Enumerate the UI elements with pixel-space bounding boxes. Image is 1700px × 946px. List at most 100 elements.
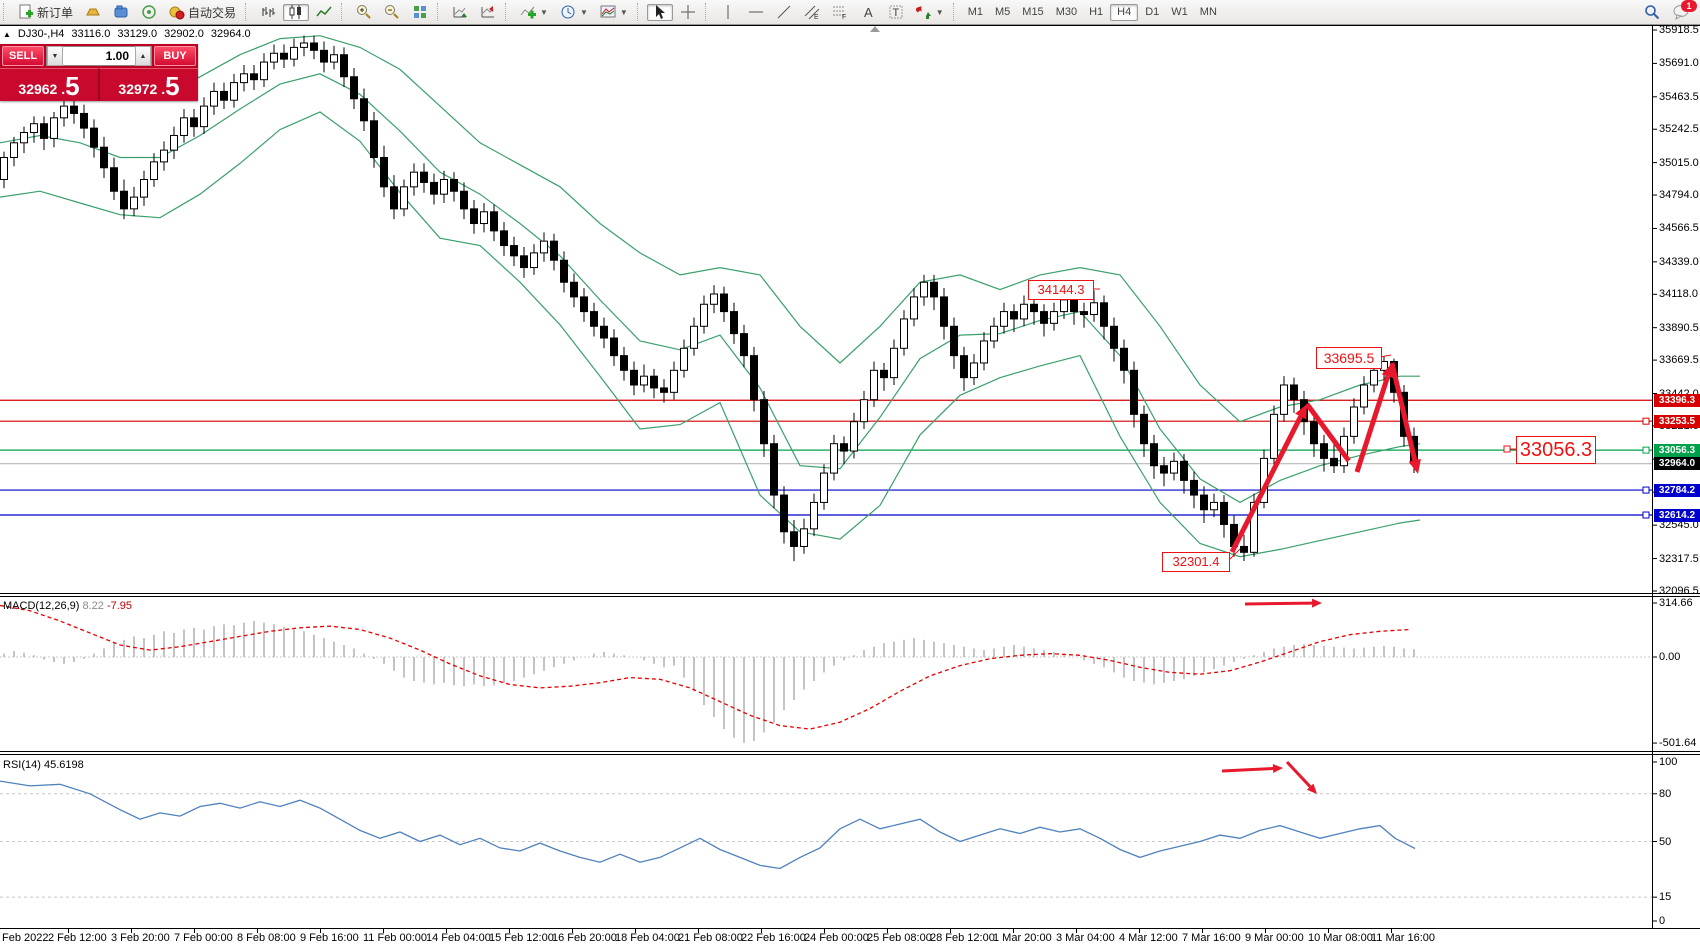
channel-tool-button[interactable]: E bbox=[799, 4, 825, 21]
price-tag-32964.0: 32964.0 bbox=[1654, 457, 1700, 471]
drawn-arrow[interactable] bbox=[1229, 415, 1303, 554]
drawn-arrow[interactable] bbox=[1285, 760, 1312, 788]
candlestick bbox=[460, 190, 468, 210]
drawn-arrow[interactable] bbox=[1221, 766, 1274, 773]
indicators-button[interactable]: ▼ bbox=[515, 4, 553, 21]
ask-price[interactable]: 32972 .5 bbox=[98, 68, 198, 101]
drawn-arrow[interactable] bbox=[1304, 402, 1351, 463]
templates-button[interactable]: ▼ bbox=[595, 4, 633, 21]
gold-button[interactable] bbox=[80, 4, 106, 21]
dropdown-caret-icon: ▼ bbox=[540, 7, 548, 17]
cursor-tool-button[interactable] bbox=[646, 3, 673, 21]
trendline-tool-button[interactable] bbox=[771, 4, 797, 21]
candlestick bbox=[1210, 501, 1218, 511]
text-label-tool-button[interactable]: T bbox=[883, 4, 909, 21]
notifications-button[interactable]: 1 bbox=[1667, 0, 1697, 21]
auto-trading-button[interactable]: 自动交易 bbox=[164, 4, 241, 21]
candlestick bbox=[470, 208, 478, 225]
annotation-handle[interactable] bbox=[1503, 445, 1511, 453]
high-value: 33129.0 bbox=[117, 28, 158, 40]
tab-h1[interactable]: H1 bbox=[1089, 6, 1104, 18]
rsi-axis-tick: 100 bbox=[1659, 756, 1678, 768]
bollinger-middle-band bbox=[0, 73, 1421, 504]
text-tool-button[interactable]: A bbox=[855, 4, 881, 21]
signal-button[interactable] bbox=[136, 4, 162, 21]
candlestick-chart-button[interactable] bbox=[283, 3, 310, 21]
candlestick bbox=[180, 117, 188, 136]
drawn-arrow[interactable] bbox=[1354, 375, 1391, 473]
drawn-arrow[interactable] bbox=[1244, 601, 1313, 606]
line-handle[interactable] bbox=[1642, 417, 1650, 425]
sell-button[interactable]: SELL bbox=[2, 46, 44, 66]
bid-price[interactable]: 32962 .5 bbox=[0, 68, 98, 101]
candlestick bbox=[800, 528, 808, 547]
candlestick bbox=[70, 105, 78, 114]
text-label-icon: T bbox=[888, 4, 904, 20]
annotation-34144.3[interactable]: 34144.3 bbox=[1028, 280, 1094, 300]
macd-pane[interactable] bbox=[0, 598, 1652, 743]
scroll-thumb-icon[interactable] bbox=[870, 26, 880, 32]
candlestick bbox=[530, 252, 538, 269]
line-handle[interactable] bbox=[1642, 486, 1650, 494]
candlestick bbox=[110, 167, 118, 192]
annotation-32301.4[interactable]: 32301.4 bbox=[1162, 552, 1230, 572]
zoom-out-button[interactable] bbox=[379, 4, 405, 21]
tile-windows-button[interactable] bbox=[407, 4, 433, 21]
volume-value[interactable]: 1.00 bbox=[105, 49, 129, 63]
arrow-head-icon bbox=[1408, 458, 1421, 474]
periods-button[interactable]: ▼ bbox=[555, 4, 593, 21]
buy-button[interactable]: BUY bbox=[154, 46, 196, 66]
drawn-arrow[interactable] bbox=[1389, 362, 1418, 461]
annotation-33056.3[interactable]: 33056.3 bbox=[1516, 436, 1596, 464]
fibonacci-tool-button[interactable]: F bbox=[827, 4, 853, 21]
vertical-line-tool-button[interactable] bbox=[715, 4, 741, 21]
candlestick bbox=[700, 303, 708, 327]
tab-w1[interactable]: W1 bbox=[1171, 6, 1188, 18]
volume-increase-button[interactable]: ▲ bbox=[135, 46, 151, 66]
candlestick bbox=[610, 337, 618, 357]
line-handle[interactable] bbox=[1642, 511, 1650, 519]
candlestick bbox=[1200, 494, 1208, 511]
candlestick-chart-icon bbox=[288, 4, 304, 20]
profiles-button[interactable] bbox=[108, 4, 134, 21]
volume-decrease-button[interactable]: ▼ bbox=[47, 46, 63, 66]
candlestick bbox=[120, 190, 128, 210]
tab-m5[interactable]: M5 bbox=[995, 6, 1011, 18]
zoom-in-button[interactable] bbox=[351, 4, 377, 21]
tab-m15[interactable]: M15 bbox=[1022, 6, 1044, 18]
candlestick bbox=[1270, 413, 1278, 459]
open-value: 33116.0 bbox=[71, 28, 111, 40]
candlestick bbox=[190, 117, 198, 128]
candlestick bbox=[20, 132, 28, 144]
main-pane[interactable] bbox=[0, 35, 1652, 562]
date-axis-label: 2 Feb 12:00 bbox=[48, 932, 107, 944]
search-button[interactable] bbox=[1639, 4, 1665, 21]
price-axis-tick: 35918.5 bbox=[1659, 24, 1699, 36]
tab-d1[interactable]: D1 bbox=[1145, 6, 1160, 18]
chart-shift-button[interactable] bbox=[475, 4, 501, 21]
tab-m1[interactable]: M1 bbox=[967, 6, 983, 18]
trendline-icon bbox=[776, 4, 792, 20]
line-handle[interactable] bbox=[1642, 446, 1650, 454]
candlestick bbox=[1050, 311, 1058, 324]
horizontal-line-tool-button[interactable] bbox=[743, 4, 769, 21]
candlestick bbox=[550, 240, 558, 261]
auto-scroll-button[interactable] bbox=[447, 4, 473, 21]
tab-mn[interactable]: MN bbox=[1199, 6, 1217, 18]
crosshair-tool-button[interactable] bbox=[675, 4, 701, 21]
candlestick bbox=[210, 90, 218, 107]
new-order-button[interactable]: 新订单 bbox=[13, 4, 78, 21]
notification-badge: 1 bbox=[1681, 0, 1697, 12]
arrows-tool-button[interactable]: ▼ bbox=[911, 4, 949, 21]
tab-h4[interactable]: H4 bbox=[1110, 3, 1139, 21]
annotation-33695.5[interactable]: 33695.5 bbox=[1316, 347, 1382, 369]
rsi-pane[interactable] bbox=[0, 760, 1652, 898]
line-chart-button[interactable] bbox=[311, 4, 337, 21]
date-axis-label: 18 Feb 04:00 bbox=[615, 932, 680, 944]
candlestick bbox=[990, 325, 998, 342]
bid-price-small: 32962 . bbox=[18, 81, 66, 97]
bar-chart-button[interactable] bbox=[255, 4, 281, 21]
dropdown-caret-icon: ▼ bbox=[619, 7, 628, 17]
tab-m30[interactable]: M30 bbox=[1055, 6, 1078, 18]
